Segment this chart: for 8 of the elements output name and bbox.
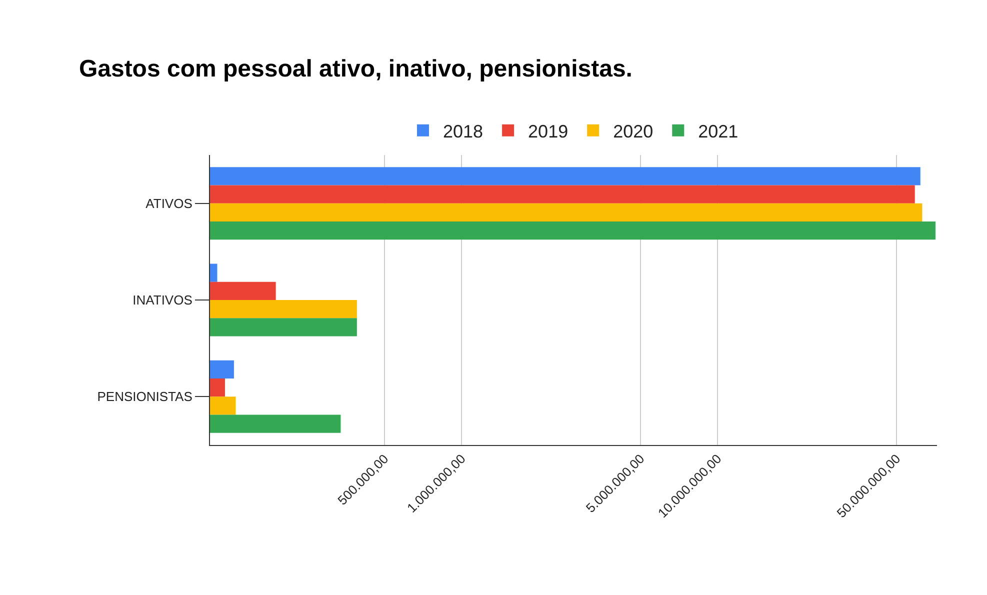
legend-label: 2019: [528, 121, 568, 142]
y-tick-label: ATIVOS: [146, 196, 193, 211]
legend-label: 2021: [698, 121, 738, 142]
legend-label: 2018: [443, 121, 484, 142]
y-tick-label: PENSIONISTAS: [97, 389, 193, 404]
y-tick-label: INATIVOS: [132, 292, 193, 308]
chart-title: Gastos com pessoal ativo, inativo, pensionistas.: [78, 55, 632, 82]
legend-label: 2020: [613, 121, 654, 142]
